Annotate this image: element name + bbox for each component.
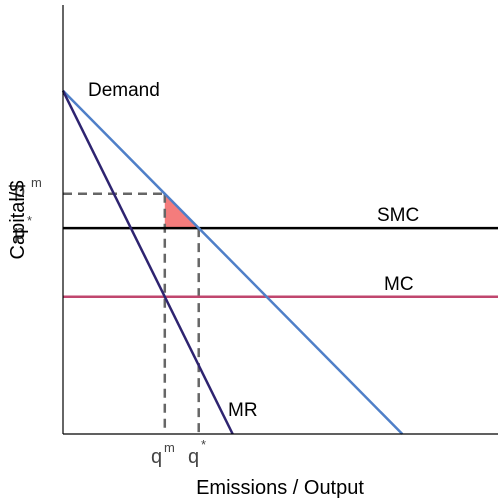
smc-label: SMC <box>377 205 419 226</box>
pstar-tick-base: p <box>14 222 25 244</box>
qm-tick-sup: m <box>164 440 175 455</box>
mr-line <box>61 90 234 435</box>
demand-label: Demand <box>88 80 160 101</box>
pm-tick-sup: m <box>31 175 42 190</box>
pm-tick-base: p <box>14 180 25 202</box>
y-axis-title: Capital/$ <box>7 181 29 260</box>
x-axis-title: Emissions / Output <box>196 477 364 499</box>
qstar-tick-base: q <box>188 446 199 468</box>
qm-tick-base: q <box>151 446 162 468</box>
demand-line <box>62 89 404 435</box>
qstar-tick-sup: * <box>201 437 206 452</box>
pstar-tick-sup: * <box>27 213 32 228</box>
mr-label: MR <box>228 400 258 421</box>
mc-label: MC <box>384 274 414 295</box>
